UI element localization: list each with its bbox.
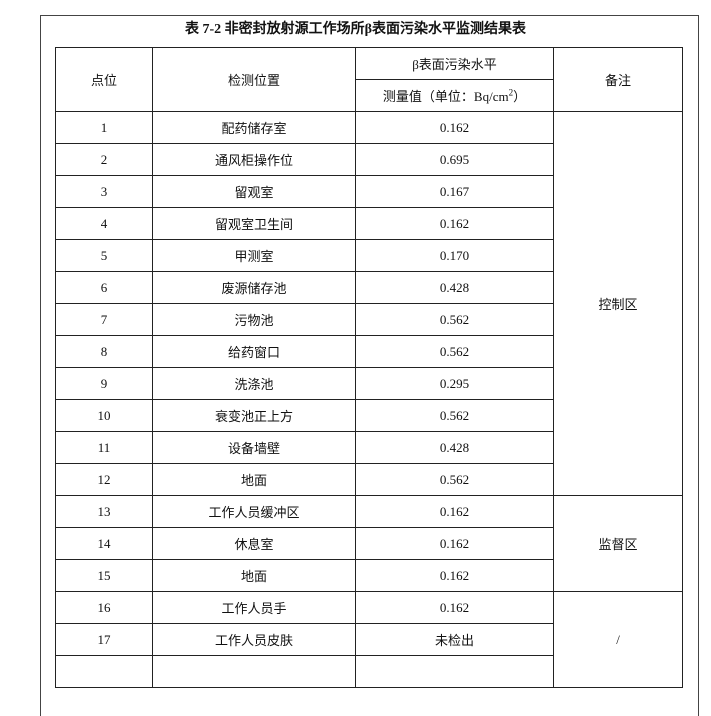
- value-cell: 0.162: [355, 207, 554, 240]
- location-cell: 休息室: [152, 527, 356, 560]
- location-cell: 甲测室: [152, 239, 356, 272]
- value-cell: 0.162: [355, 111, 554, 144]
- location-cell: 工作人员手: [152, 591, 356, 624]
- table-row: 10 衰变池正上方 0.562: [55, 399, 683, 432]
- point-cell: 10: [55, 399, 153, 432]
- location-cell: 通风柜操作位: [152, 143, 356, 176]
- table-title: 表 7-2 非密封放射源工作场所β表面污染水平监测结果表: [184, 22, 527, 37]
- location-cell: 工作人员皮肤: [152, 623, 356, 656]
- point-cell: 6: [55, 271, 153, 304]
- point-cell: 17: [55, 623, 153, 656]
- value-cell: 0.162: [355, 591, 554, 624]
- point-cell: 9: [55, 367, 153, 400]
- results-table: 点位 检测位置 β表面污染水平 备注 测量值（单位：Bq/cm2） 1 配药储存室…: [55, 47, 683, 688]
- value-cell: 0.562: [355, 399, 554, 432]
- point-cell: 11: [55, 431, 153, 464]
- table-row: 5 甲测室 0.170: [55, 239, 683, 272]
- header-remark: 备注: [553, 47, 683, 112]
- empty-cell: [55, 655, 153, 688]
- value-cell: 0.428: [355, 271, 554, 304]
- location-cell: 留观室卫生间: [152, 207, 356, 240]
- point-cell: 3: [55, 175, 153, 208]
- value-cell: 未检出: [355, 623, 554, 656]
- table-row: 11 设备墙壁 0.428: [55, 431, 683, 464]
- location-cell: 地面: [152, 463, 356, 496]
- point-cell: 1: [55, 111, 153, 144]
- location-cell: 给药窗口: [152, 335, 356, 368]
- table-row: 14 休息室 0.162: [55, 527, 683, 560]
- point-cell: 14: [55, 527, 153, 560]
- value-cell: 0.562: [355, 335, 554, 368]
- header-level: β表面污染水平: [355, 47, 554, 80]
- empty-cell: [152, 655, 356, 688]
- table-row: 1 配药储存室 0.162 控制区: [55, 111, 683, 496]
- header-location: 检测位置: [152, 47, 356, 112]
- remark-cell: 控制区: [553, 111, 683, 496]
- table-row: 8 给药窗口 0.562: [55, 335, 683, 368]
- location-cell: 留观室: [152, 175, 356, 208]
- value-cell: 0.170: [355, 239, 554, 272]
- empty-cell: [355, 655, 554, 688]
- point-cell: 16: [55, 591, 153, 624]
- point-cell: 2: [55, 143, 153, 176]
- value-cell: 0.695: [355, 143, 554, 176]
- point-cell: 13: [55, 495, 153, 528]
- value-cell: 0.162: [355, 527, 554, 560]
- value-cell: 0.162: [355, 559, 554, 592]
- value-cell: 0.167: [355, 175, 554, 208]
- table-row: 13 工作人员缓冲区 0.162 监督区: [55, 495, 683, 592]
- header-point: 点位: [55, 47, 153, 112]
- location-cell: 工作人员缓冲区: [152, 495, 356, 528]
- location-cell: 废源储存池: [152, 271, 356, 304]
- remark-cell: /: [553, 591, 683, 688]
- header-measured: 测量值（单位：Bq/cm2）: [355, 79, 554, 112]
- table-row: 4 留观室卫生间 0.162: [55, 207, 683, 240]
- location-cell: 洗涤池: [152, 367, 356, 400]
- point-cell: 12: [55, 463, 153, 496]
- page-frame: [40, 15, 699, 716]
- table-row: 16 工作人员手 0.162/: [55, 591, 683, 688]
- point-cell: 7: [55, 303, 153, 336]
- remark-cell: 监督区: [553, 495, 683, 592]
- value-cell: 0.562: [355, 463, 554, 496]
- location-cell: 地面: [152, 559, 356, 592]
- point-cell: 8: [55, 335, 153, 368]
- table-row: 12 地面 0.562: [55, 463, 683, 496]
- value-cell: 0.162: [355, 495, 554, 528]
- table-row: 3 留观室 0.167: [55, 175, 683, 208]
- location-cell: 衰变池正上方: [152, 399, 356, 432]
- value-cell: 0.295: [355, 367, 554, 400]
- point-cell: 4: [55, 207, 153, 240]
- location-cell: 污物池: [152, 303, 356, 336]
- point-cell: 5: [55, 239, 153, 272]
- table-row: 7 污物池 0.562: [55, 303, 683, 336]
- value-cell: 0.562: [355, 303, 554, 336]
- point-cell: 15: [55, 559, 153, 592]
- location-cell: 配药储存室: [152, 111, 356, 144]
- table-row: 6 废源储存池 0.428: [55, 271, 683, 304]
- value-cell: 0.428: [355, 431, 554, 464]
- table-row: 17 工作人员皮肤 未检出: [55, 623, 683, 656]
- location-cell: 设备墙壁: [152, 431, 356, 464]
